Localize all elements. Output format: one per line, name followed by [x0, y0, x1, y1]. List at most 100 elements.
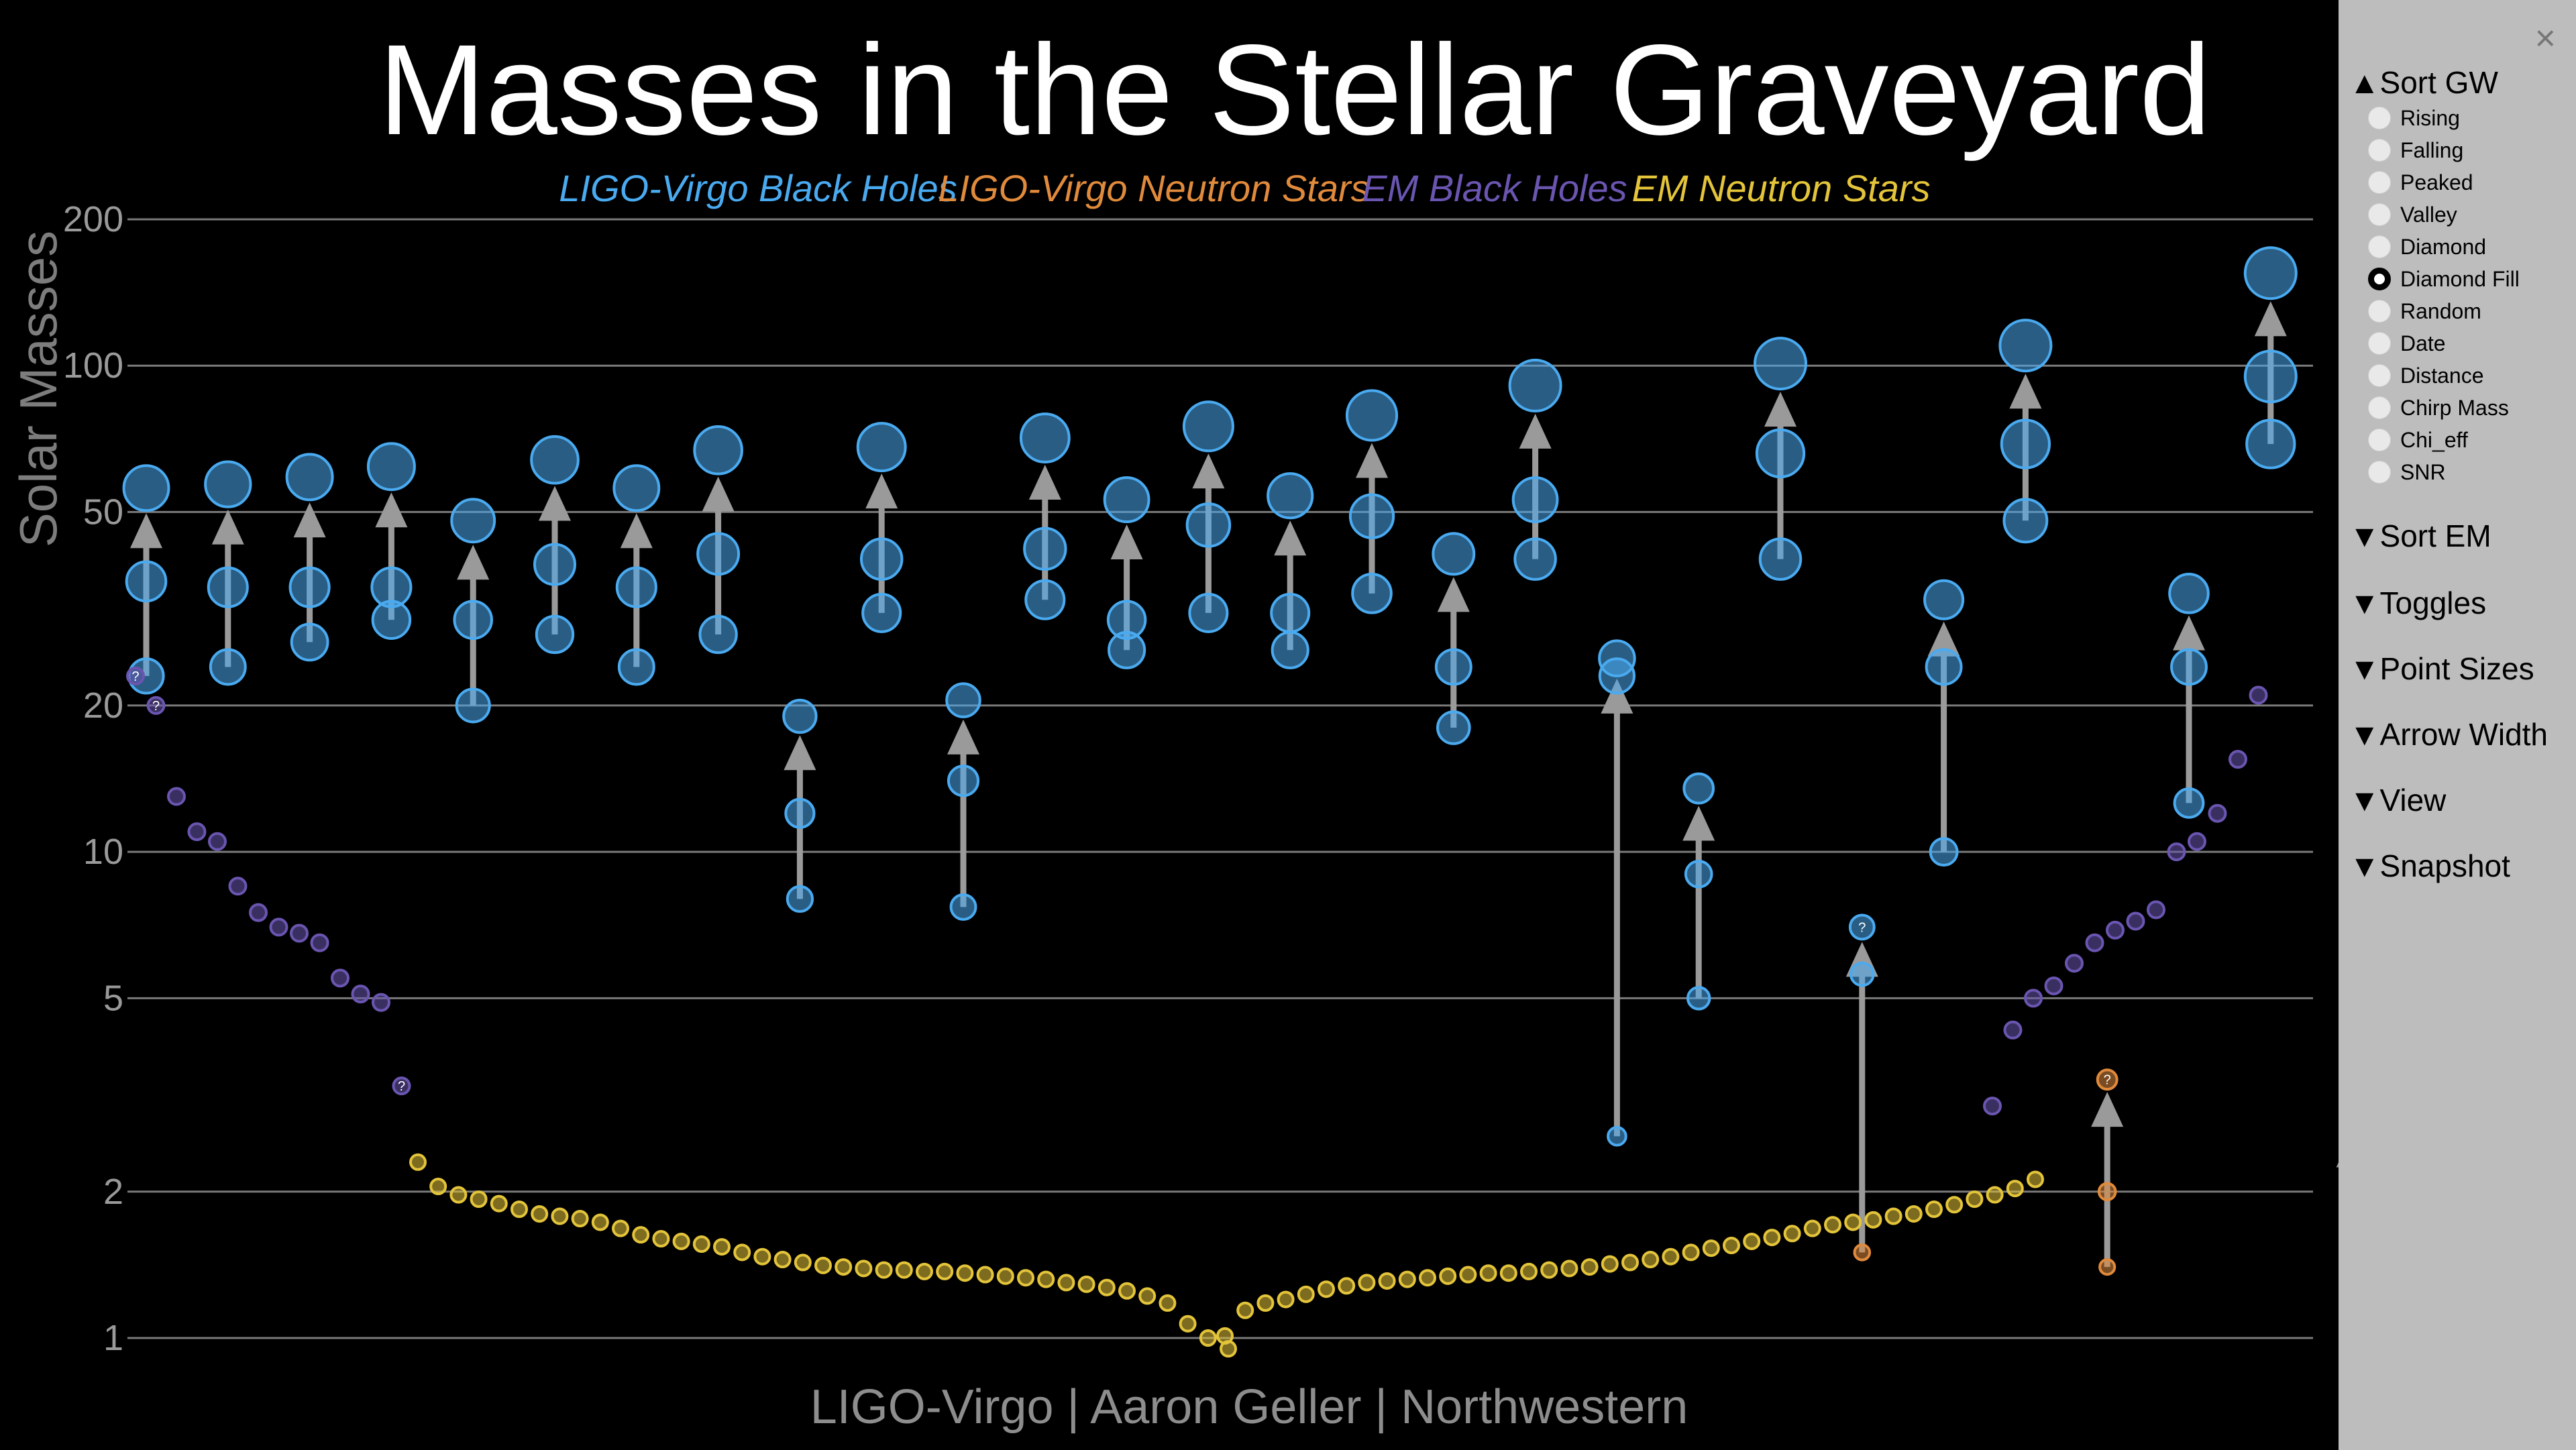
em-ns-left-24[interactable]: [895, 1261, 913, 1279]
gw-17-secondary[interactable]: [1513, 537, 1557, 581]
em-ns-left-13[interactable]: [672, 1232, 690, 1250]
radio-button[interactable]: [2368, 332, 2391, 355]
em-ns-right-38[interactable]: [1986, 1186, 2004, 1204]
em-bh-left-7[interactable]: [269, 917, 288, 937]
sort-gw-option-distance[interactable]: Distance: [2368, 359, 2484, 392]
em-ns-right-26[interactable]: [1743, 1232, 1761, 1250]
gw-5-secondary[interactable]: [535, 614, 575, 655]
em-bh-left-9[interactable]: [310, 933, 329, 952]
em-ns-left-32[interactable]: [1057, 1274, 1075, 1292]
arrow-width-header[interactable]: ▼Arrow Width: [2349, 717, 2548, 752]
gw-25-remnant[interactable]: [2168, 573, 2210, 614]
radio-button[interactable]: [2368, 396, 2391, 419]
gw-20-remnant[interactable]: [1754, 337, 1807, 391]
gw-24-remnant[interactable]: ?: [2096, 1068, 2118, 1091]
gw-4-secondary[interactable]: [455, 687, 491, 724]
em-bh-left-4[interactable]: [208, 832, 227, 851]
gw-15-remnant[interactable]: [1345, 389, 1399, 442]
radio-button[interactable]: [2368, 107, 2391, 129]
em-bh-right-0[interactable]: [1983, 1097, 2002, 1116]
gw-14-remnant[interactable]: [1267, 472, 1314, 520]
gw-17-remnant[interactable]: [1508, 358, 1562, 412]
em-ns-right-11[interactable]: [1439, 1267, 1457, 1285]
em-ns-right-5[interactable]: [1318, 1280, 1335, 1298]
gw-16-remnant[interactable]: [1432, 532, 1476, 576]
em-ns-left-3[interactable]: [470, 1190, 488, 1209]
sort-gw-option-snr[interactable]: SNR: [2368, 456, 2446, 488]
em-ns-right-30[interactable]: [1824, 1216, 1841, 1234]
gw-18-remnant[interactable]: [1598, 639, 1636, 677]
em-ns-right-14[interactable]: [1499, 1264, 1517, 1282]
gw-25-secondary[interactable]: [2173, 787, 2205, 819]
gw-2-primary[interactable]: [288, 566, 331, 608]
radio-button[interactable]: [2368, 139, 2391, 162]
gw-12-secondary[interactable]: [1108, 630, 1146, 669]
em-bh-left-12[interactable]: [372, 993, 390, 1012]
em-ns-left-37[interactable]: [1159, 1294, 1177, 1312]
em-ns-right-31[interactable]: [1844, 1213, 1862, 1231]
em-bh-left-1[interactable]: ?: [146, 695, 166, 715]
em-ns-left-1[interactable]: [429, 1178, 447, 1196]
em-ns-right-2[interactable]: [1256, 1294, 1275, 1312]
gw-2-secondary[interactable]: [290, 622, 329, 662]
em-ns-left-18[interactable]: [773, 1251, 792, 1269]
gw-1-secondary[interactable]: [209, 648, 247, 686]
gw-14-primary[interactable]: [1270, 592, 1311, 633]
em-ns-right-39[interactable]: [2006, 1180, 2024, 1198]
em-ns-right-33[interactable]: [1884, 1207, 1902, 1225]
sort-gw-option-valley[interactable]: Valley: [2368, 199, 2457, 231]
em-ns-right-13[interactable]: [1479, 1264, 1497, 1282]
gw-5-remnant[interactable]: [530, 435, 580, 485]
em-bh-right-2[interactable]: [2024, 989, 2043, 1008]
gw-25-primary[interactable]: [2170, 648, 2208, 686]
em-bh-right-6[interactable]: [2106, 920, 2125, 940]
radio-button[interactable]: [2368, 268, 2391, 290]
gw-4-remnant[interactable]: [450, 498, 496, 544]
em-bh-right-1[interactable]: [2003, 1020, 2023, 1040]
gw-11-remnant[interactable]: [1019, 412, 1071, 463]
close-panel-button[interactable]: ×: [2534, 18, 2556, 58]
em-ns-left-31[interactable]: [1037, 1270, 1055, 1288]
gw-2-remnant[interactable]: [285, 453, 334, 502]
sort-em-header[interactable]: ▼Sort EM: [2349, 518, 2491, 553]
gw-19-secondary[interactable]: [1686, 986, 1711, 1011]
gw-24-secondary[interactable]: [2098, 1258, 2116, 1276]
em-ns-right-3[interactable]: [1277, 1290, 1295, 1308]
em-ns-right-6[interactable]: [1338, 1277, 1356, 1295]
gw-12-remnant[interactable]: [1103, 476, 1150, 523]
em-ns-right-1[interactable]: [1236, 1301, 1254, 1319]
gw-24-primary[interactable]: [2097, 1182, 2117, 1202]
point-sizes-header[interactable]: ▼Point Sizes: [2349, 651, 2534, 686]
em-ns-left-33[interactable]: [1077, 1275, 1095, 1293]
em-ns-left-17[interactable]: [753, 1247, 771, 1266]
em-bh-left-6[interactable]: [249, 903, 268, 922]
gw-3-secondary[interactable]: [371, 600, 412, 640]
em-bh-left-8[interactable]: [290, 924, 309, 943]
gw-10-remnant[interactable]: [945, 682, 981, 718]
sort-gw-option-chirp-mass[interactable]: Chirp Mass: [2368, 392, 2509, 424]
em-ns-left-39[interactable]: [1199, 1329, 1217, 1347]
em-ns-left-5[interactable]: [511, 1201, 528, 1219]
em-bh-right-10[interactable]: [2188, 832, 2206, 851]
em-bh-right-9[interactable]: [2167, 842, 2186, 862]
em-ns-left-4[interactable]: [490, 1194, 508, 1213]
em-ns-right-19[interactable]: [1601, 1255, 1619, 1273]
view-header[interactable]: ▼View: [2349, 783, 2447, 818]
sort-gw-option-diamond-fill[interactable]: Diamond Fill: [2368, 263, 2520, 295]
em-ns-left-12[interactable]: [652, 1230, 670, 1248]
gw-11-primary[interactable]: [1023, 526, 1067, 571]
em-bh-left-10[interactable]: [331, 968, 350, 988]
legend-gw-neutron-stars[interactable]: LIGO-Virgo Neutron Stars: [938, 167, 1369, 209]
em-bh-right-5[interactable]: [2085, 933, 2104, 952]
gw-7-secondary[interactable]: [698, 614, 738, 655]
em-ns-right-21[interactable]: [1642, 1251, 1660, 1269]
em-bh-right-7[interactable]: [2126, 911, 2145, 931]
gw-8-primary[interactable]: [784, 797, 816, 829]
em-ns-left-11[interactable]: [632, 1226, 650, 1244]
gw-13-primary[interactable]: [1185, 502, 1232, 548]
em-bh-right-3[interactable]: [2044, 976, 2063, 995]
sort-gw-option-rising[interactable]: Rising: [2368, 102, 2460, 134]
gw-22-remnant[interactable]: [1923, 579, 1965, 620]
em-ns-left-15[interactable]: [713, 1238, 731, 1256]
gw-10-secondary[interactable]: [949, 893, 977, 921]
